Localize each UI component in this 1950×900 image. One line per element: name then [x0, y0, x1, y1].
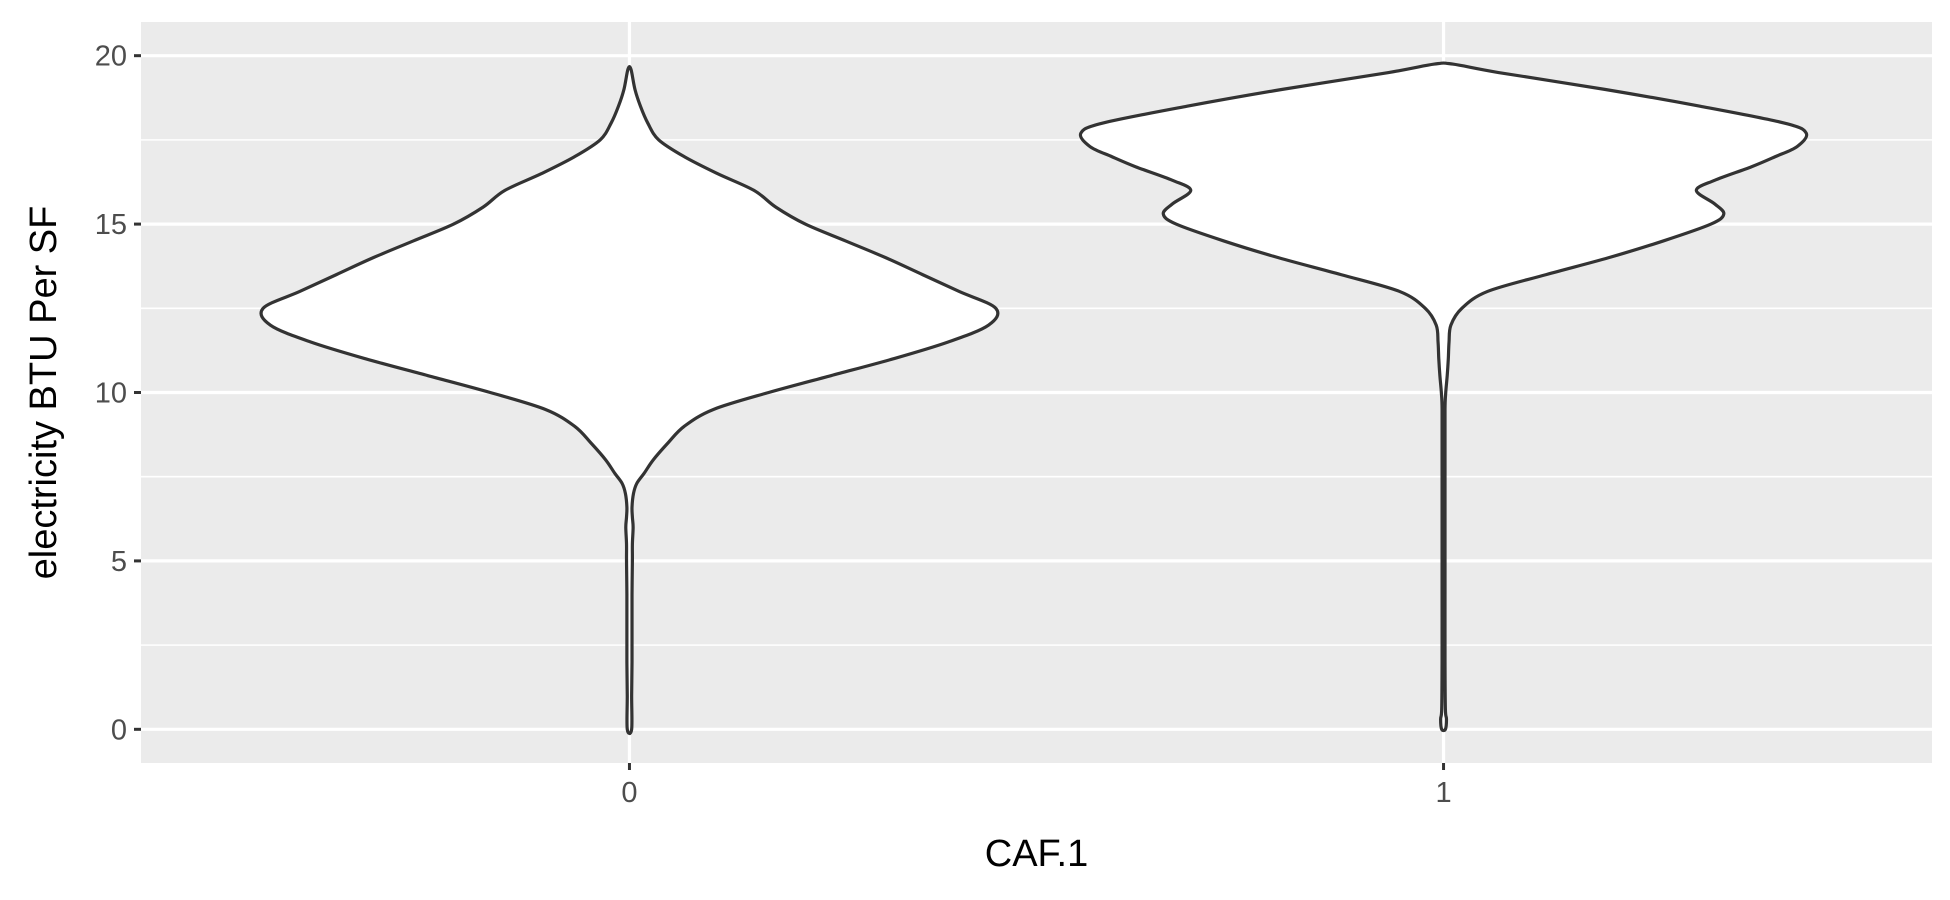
x-tick-label: 1 — [1435, 777, 1451, 809]
y-tick-label: 20 — [95, 41, 127, 73]
y-tick-label: 10 — [95, 378, 127, 410]
x-tick-label: 0 — [621, 777, 637, 809]
violin-0 — [259, 65, 1000, 736]
y-tick-label: 0 — [111, 714, 127, 746]
y-tick-label: 5 — [111, 546, 127, 578]
x-axis-title: CAF.1 — [985, 833, 1088, 875]
violin-layer — [259, 61, 1809, 736]
violin-1 — [1078, 61, 1809, 733]
y-axis-title: electricity BTU Per SF — [23, 206, 65, 580]
y-tick-label: 15 — [95, 209, 127, 241]
y-axis: 0 5 10 15 20 — [95, 41, 141, 746]
